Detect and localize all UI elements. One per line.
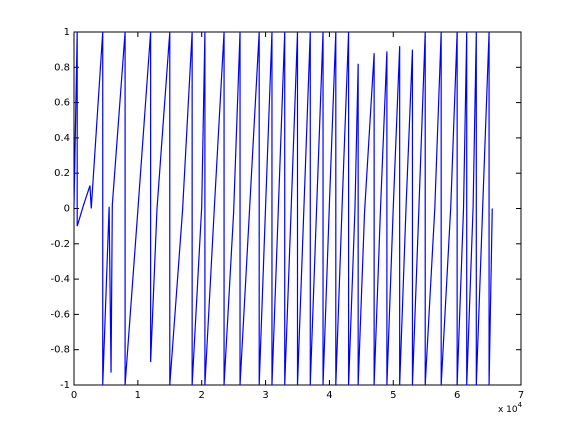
- x-multiplier: x 104: [498, 401, 523, 415]
- y-tick-label: 1: [64, 27, 70, 38]
- x-tick-label: 4: [326, 390, 332, 401]
- x-multiplier-base: x 10: [498, 405, 518, 415]
- x-tick-label: 5: [390, 390, 396, 401]
- y-tick-label: 0.4: [54, 133, 70, 144]
- y-tick-label: 0: [64, 204, 70, 215]
- x-tick-label: 1: [135, 390, 141, 401]
- x-tick-label: 0: [71, 390, 77, 401]
- y-tick-label: 0.6: [54, 98, 70, 109]
- y-tick-label: 0.2: [54, 168, 70, 179]
- y-tick-label: -1: [60, 380, 70, 391]
- y-tick-label: -0.6: [50, 309, 70, 320]
- x-tick-label: 2: [199, 390, 205, 401]
- x-multiplier-exponent: 4: [518, 401, 523, 409]
- y-tick-label: -0.2: [50, 239, 70, 250]
- x-tick-label: 7: [518, 390, 524, 401]
- x-tick-label: 6: [454, 390, 460, 401]
- x-tick-label: 3: [262, 390, 268, 401]
- y-tick-label: -0.4: [50, 274, 70, 285]
- y-tick-label: 0.8: [54, 62, 70, 73]
- signal-line: [73, 31, 493, 386]
- y-tick-label: -0.8: [50, 345, 70, 356]
